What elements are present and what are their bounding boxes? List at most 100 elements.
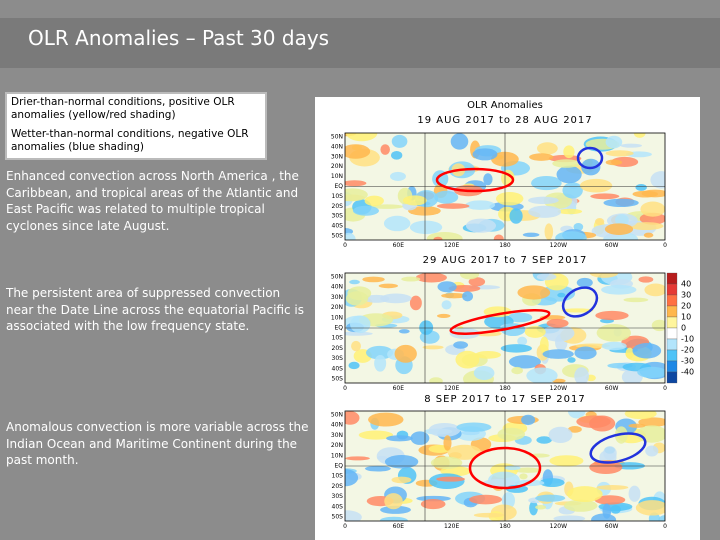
anomaly-blob [517, 336, 528, 346]
anomaly-blob [620, 143, 643, 148]
anomaly-blob [536, 436, 552, 444]
lat-label: 50N [331, 134, 343, 141]
anomaly-shading [345, 273, 665, 383]
lon-label: 180 [499, 523, 511, 530]
lat-label: 50N [331, 412, 343, 419]
anomaly-blob [542, 349, 574, 359]
anomaly-blob [398, 329, 410, 334]
anomaly-blob [602, 503, 612, 519]
lat-label: 40S [332, 223, 344, 230]
anomaly-blob [557, 208, 583, 215]
anomaly-blob [390, 171, 406, 181]
colorbar-segment [666, 294, 678, 307]
legend-box: Drier-than-normal conditions, positive O… [5, 92, 267, 160]
anomaly-blob [640, 201, 665, 217]
lat-label: 30N [331, 294, 343, 301]
anomaly-blob [590, 193, 620, 200]
anomaly-blob [610, 505, 621, 514]
anomaly-blob [517, 285, 551, 300]
anomaly-blob [472, 148, 498, 161]
anomaly-blob [379, 516, 408, 521]
lat-label: 40N [331, 284, 343, 291]
anomaly-blob [346, 133, 378, 142]
anomaly-blob [632, 190, 658, 198]
slide-title: OLR Anomalies – Past 30 days [28, 26, 330, 50]
anomaly-blob [345, 291, 369, 306]
lon-label: 0 [343, 385, 347, 392]
anomaly-blob [408, 206, 441, 216]
lon-label: 120E [444, 242, 459, 249]
lat-label: 50S [332, 233, 344, 240]
colorbar-segment [666, 305, 678, 318]
colorbar-label: 10 [681, 313, 691, 322]
anomaly-blob [633, 133, 646, 138]
anomaly-blob [384, 493, 403, 510]
anomaly-blob [391, 134, 408, 148]
paragraph: Enhanced convection across North America… [6, 169, 299, 233]
colorbar-label: -30 [681, 357, 694, 366]
anomaly-blob [364, 195, 384, 207]
anomaly-blob [474, 351, 502, 359]
anomaly-blob [409, 295, 422, 311]
anomaly-blob [507, 312, 533, 323]
anomaly-blob [366, 345, 394, 360]
paragraph: The persistent area of suppressed convec… [6, 286, 305, 333]
lon-label: 60E [393, 385, 405, 392]
lon-label: 180 [499, 242, 511, 249]
lat-label: 10N [331, 314, 343, 321]
colorbar-segment [666, 272, 678, 285]
lon-label: 60W [605, 242, 619, 249]
anomaly-blob [394, 344, 417, 363]
anomaly-blob [536, 273, 557, 281]
anomaly-blob [441, 300, 452, 310]
anomaly-blob [576, 415, 611, 428]
anomaly-blob [391, 476, 412, 484]
lat-label: 50S [332, 376, 344, 383]
anomaly-blob [637, 366, 665, 378]
map-dates: 29 AUG 2017 to 7 SEP 2017 [423, 255, 588, 266]
map-frame [344, 132, 666, 241]
anomaly-blob [594, 495, 626, 505]
anomaly-blob [364, 465, 391, 472]
anomaly-blob [378, 283, 398, 289]
anomaly-blob [638, 276, 654, 283]
anomaly-blob [542, 324, 575, 342]
anomaly-blob [409, 220, 443, 235]
anomaly-shading [345, 133, 665, 240]
anomaly-blob [496, 191, 524, 206]
lon-label: 120W [550, 385, 567, 392]
anomaly-blob [529, 153, 554, 161]
anomaly-blob [544, 223, 554, 240]
anomaly-blob [536, 142, 558, 155]
lon-label: 120E [444, 523, 459, 530]
anomaly-blob [625, 347, 634, 359]
anomaly-blob [386, 435, 413, 442]
highlight-ellipse [589, 432, 647, 464]
lat-label: 20S [332, 483, 344, 490]
anomaly-blob [601, 341, 627, 351]
anomaly-blob [509, 208, 523, 224]
anomaly-blob [402, 195, 427, 206]
anomaly-blob [462, 291, 474, 302]
anomaly-blob [437, 281, 457, 293]
lat-label: 50S [332, 514, 344, 521]
lat-label: 40N [331, 143, 343, 150]
anomaly-blob [391, 150, 403, 160]
anomaly-blob [576, 277, 593, 288]
anomaly-blob [350, 315, 371, 334]
anomaly-blob [456, 422, 492, 432]
anomaly-blob [628, 485, 641, 502]
anomaly-blob [522, 232, 540, 237]
anomaly-blob [539, 478, 565, 488]
anomaly-blob [605, 159, 623, 166]
lat-label: 50N [331, 274, 343, 281]
lat-label: 10S [332, 193, 344, 200]
anomaly-blob [419, 320, 434, 335]
anomaly-blob [521, 414, 536, 426]
lat-label: 30S [332, 213, 344, 220]
lon-label: 0 [663, 523, 667, 530]
colorbar-label: -20 [681, 346, 694, 355]
colorbar-label: 30 [681, 291, 691, 300]
colorbar-label: -10 [681, 335, 694, 344]
anomaly-blob [345, 411, 360, 425]
